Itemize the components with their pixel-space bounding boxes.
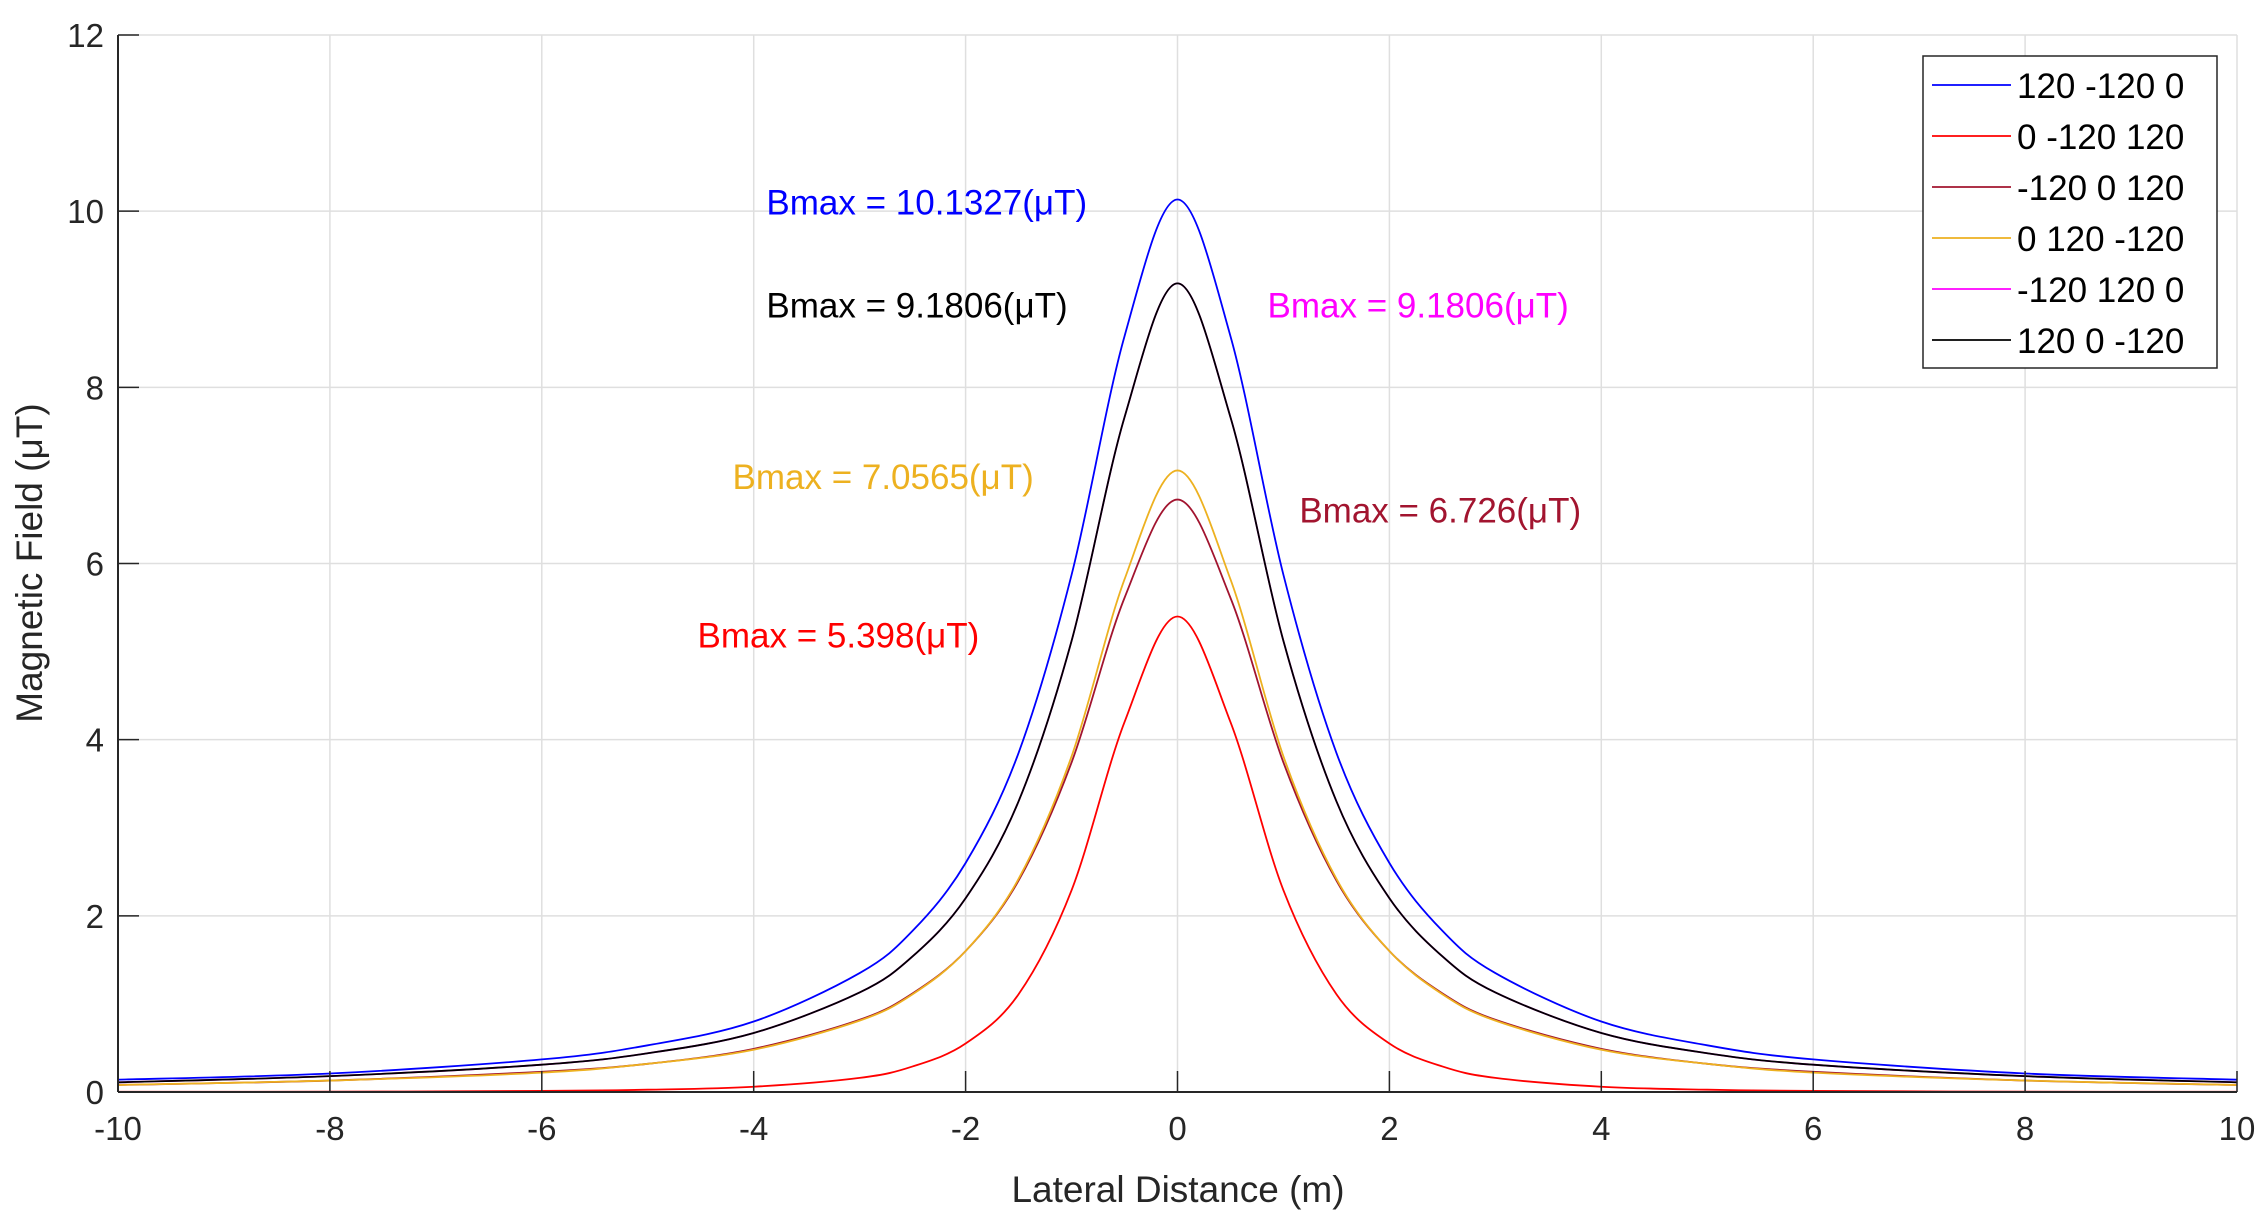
x-tick-label: -2 [951,1110,980,1147]
legend-entry: -120 0 120 [2017,169,2184,208]
legend-entry: 0 120 -120 [2017,220,2184,259]
series-line-1 [117,615,2238,1093]
legend-entry: 120 -120 0 [2017,67,2184,106]
bmax-annotation: Bmax = 6.726(μT) [1299,492,1581,531]
bmax-annotation: Bmax = 9.1806(μT) [1268,286,1569,325]
grid-lines [117,34,2238,1093]
legend: 120 -120 0 0 -120 120 -120 0 120 0 120 -120… [1922,55,2218,369]
x-tick-label: 4 [1592,1110,1610,1147]
bmax-annotation: Bmax = 9.1806(μT) [766,286,1067,325]
legend-entry: 0 -120 120 [2017,118,2184,157]
y-tick-label: 10 [67,193,104,230]
x-tick-label: 10 [2219,1110,2256,1147]
y-tick-label: 8 [86,369,104,406]
x-tick-label: -6 [527,1110,556,1147]
bmax-annotation: Bmax = 7.0565(μT) [733,458,1034,497]
annotations: Bmax = 10.1327(μT) Bmax = 9.1806(μT) Bmax … [698,183,1582,655]
y-axis-label: Magnetic Field (μT) [9,403,50,722]
x-tick-label: 6 [1804,1110,1822,1147]
x-tick-label: -8 [315,1110,344,1147]
x-axis-label: Lateral Distance (m) [1011,1169,1344,1210]
y-tick-label: 4 [86,722,104,759]
legend-box [1922,55,2218,369]
x-tick-label: 2 [1380,1110,1398,1147]
legend-entry: 120 0 -120 [2017,322,2184,361]
series-line-3 [117,469,2238,1086]
y-tick-label: 6 [86,546,104,583]
x-tick-label: 8 [2016,1110,2034,1147]
y-tick-label: 12 [67,17,104,54]
series-line-5 [117,282,2238,1084]
x-tick-label: 0 [1168,1110,1186,1147]
axes: -10 -8 -6 -4 -2 0 2 4 6 8 10 0 2 4 6 8 10 12 [67,17,2255,1147]
x-tick-label: -10 [94,1110,142,1147]
legend-entry: -120 120 0 [2017,271,2184,310]
series-lines [117,198,2238,1093]
x-tick-label: -4 [739,1110,768,1147]
y-tick-label: 2 [86,898,104,935]
y-tick-label: 0 [86,1074,104,1111]
series-line-0 [117,198,2238,1081]
bmax-annotation: Bmax = 10.1327(μT) [766,183,1087,222]
bmax-annotation: Bmax = 5.398(μT) [698,617,980,656]
